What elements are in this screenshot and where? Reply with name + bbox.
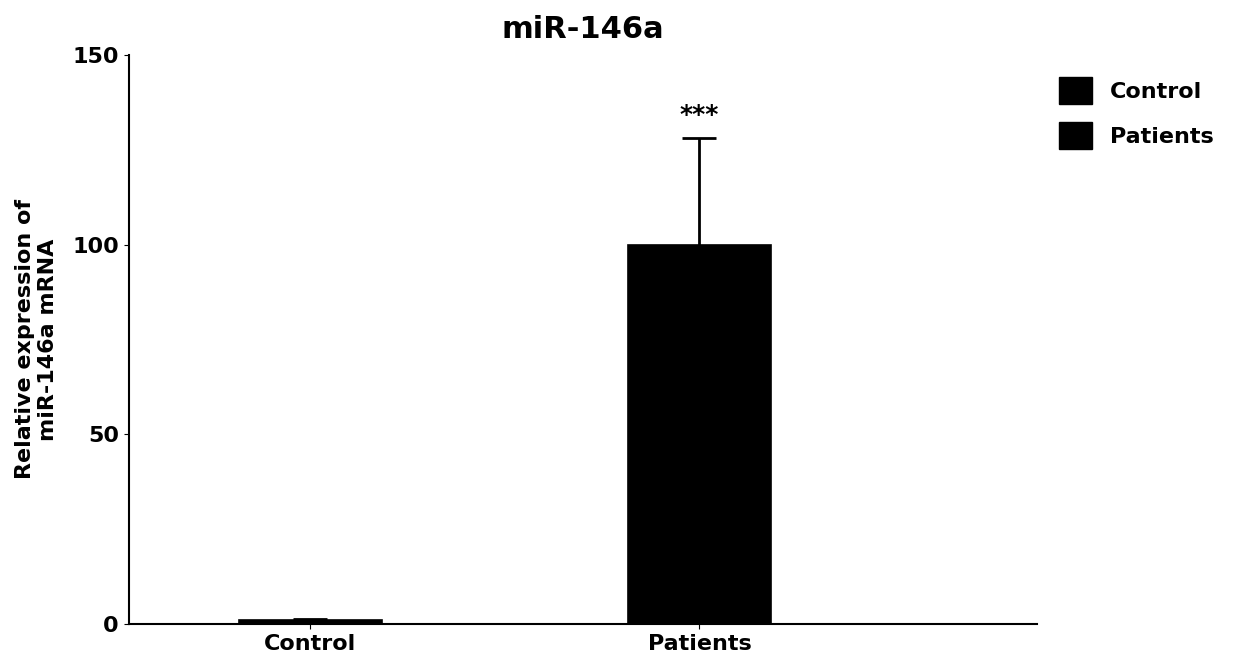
Y-axis label: Relative expression of
miR-146a mRNA: Relative expression of miR-146a mRNA: [15, 199, 58, 480]
Legend: Control, Patients: Control, Patients: [1048, 66, 1225, 160]
Bar: [239, 620, 382, 624]
Bar: [629, 245, 771, 624]
Text: ***: ***: [680, 103, 719, 127]
Title: miR-146a: miR-146a: [501, 15, 663, 44]
